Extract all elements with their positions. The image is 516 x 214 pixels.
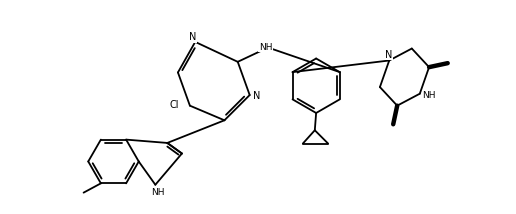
Text: NH: NH [422,91,436,100]
Text: N: N [385,49,392,59]
Text: Cl: Cl [169,100,179,110]
Text: N: N [189,32,196,42]
Text: NH: NH [151,188,165,197]
Text: NH: NH [259,43,272,52]
Text: N: N [253,91,261,101]
